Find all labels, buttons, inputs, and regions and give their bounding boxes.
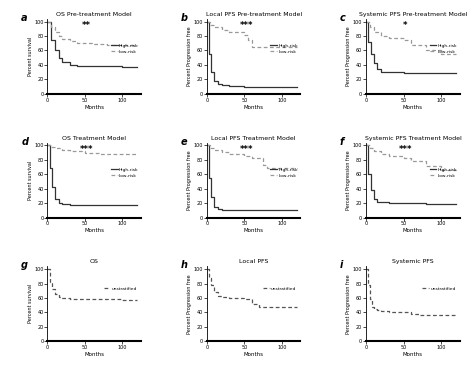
Text: c: c [340, 13, 346, 23]
Text: ***: *** [399, 145, 412, 154]
Text: ***: *** [80, 145, 93, 154]
Text: ***: *** [239, 21, 253, 30]
X-axis label: Months: Months [244, 105, 264, 110]
Title: Systemic PFS Treatment Model: Systemic PFS Treatment Model [365, 136, 461, 141]
Title: OS: OS [90, 260, 99, 264]
Text: d: d [21, 136, 28, 147]
Text: ***: *** [239, 145, 253, 154]
Text: *: * [403, 21, 408, 30]
Y-axis label: Percent Progression free: Percent Progression free [346, 150, 351, 210]
Title: Local PFS Pre-treatment Model: Local PFS Pre-treatment Model [206, 12, 301, 17]
Title: OS Pre-treatment Model: OS Pre-treatment Model [56, 12, 132, 17]
Legend: unstratified: unstratified [102, 285, 139, 292]
X-axis label: Months: Months [403, 105, 423, 110]
Text: i: i [340, 260, 343, 270]
Title: Local PFS Treatment Model: Local PFS Treatment Model [211, 136, 296, 141]
Y-axis label: Percent survival: Percent survival [28, 284, 33, 323]
Y-axis label: Percent Progression free: Percent Progression free [187, 26, 192, 86]
Title: OS Treatment Model: OS Treatment Model [62, 136, 126, 141]
Title: Systemic PFS: Systemic PFS [392, 260, 434, 264]
Text: a: a [21, 13, 28, 23]
Legend: unstratified: unstratified [261, 285, 298, 292]
Y-axis label: Percent Progression free: Percent Progression free [187, 150, 192, 210]
Text: b: b [181, 13, 188, 23]
Title: Local PFS: Local PFS [239, 260, 268, 264]
X-axis label: Months: Months [244, 228, 264, 234]
X-axis label: Months: Months [84, 352, 104, 357]
Legend: High-risk, Low-risk: High-risk, Low-risk [270, 43, 298, 54]
Legend: unstratified: unstratified [420, 285, 457, 292]
Text: f: f [340, 136, 344, 147]
X-axis label: Months: Months [403, 228, 423, 234]
Text: **: ** [82, 21, 91, 30]
Title: Systemic PFS Pre-treatment Model: Systemic PFS Pre-treatment Model [359, 12, 467, 17]
Legend: High-risk, Low-risk: High-risk, Low-risk [270, 167, 298, 178]
X-axis label: Months: Months [244, 352, 264, 357]
Y-axis label: Percent Progression free: Percent Progression free [346, 26, 351, 86]
X-axis label: Months: Months [403, 352, 423, 357]
Legend: High-risk, Low-risk: High-risk, Low-risk [429, 43, 457, 54]
Text: e: e [181, 136, 187, 147]
Text: g: g [21, 260, 28, 270]
Legend: High-risk, Low-risk: High-risk, Low-risk [110, 43, 139, 54]
Legend: High-risk, Low-risk: High-risk, Low-risk [429, 167, 457, 178]
Text: h: h [181, 260, 188, 270]
X-axis label: Months: Months [84, 105, 104, 110]
Legend: High-risk, Low-risk: High-risk, Low-risk [110, 167, 139, 178]
X-axis label: Months: Months [84, 228, 104, 234]
Y-axis label: Percent Progression free: Percent Progression free [187, 274, 192, 334]
Y-axis label: Percent survival: Percent survival [28, 160, 33, 200]
Y-axis label: Percent Progression free: Percent Progression free [346, 274, 351, 334]
Y-axis label: Percent survival: Percent survival [28, 37, 33, 76]
